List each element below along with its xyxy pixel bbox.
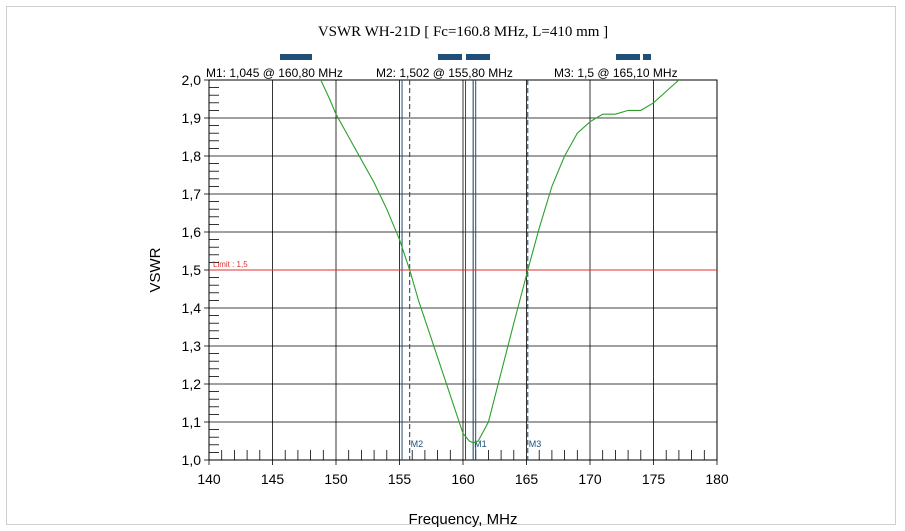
- y-axis-label: VSWR: [147, 247, 164, 292]
- marker-readout-m2: M2: 1,502 @ 155,80 MHz: [376, 66, 513, 80]
- marker-bar: [643, 54, 651, 60]
- x-tick-label: 180: [705, 471, 729, 487]
- x-tick-label: 150: [324, 471, 348, 487]
- marker-bar: [280, 54, 312, 60]
- vswr-series-line: [320, 80, 680, 444]
- marker-tag-m2: M2: [411, 439, 424, 449]
- x-tick-label: 145: [261, 471, 285, 487]
- y-tick-label: 1,0: [182, 452, 202, 468]
- marker-bar: [438, 54, 462, 60]
- y-tick-label: 1,1: [182, 414, 202, 430]
- x-tick-label: 160: [451, 471, 475, 487]
- x-tick-label: 170: [578, 471, 602, 487]
- limit-label: Limit : 1,5: [213, 260, 248, 269]
- y-tick-label: 1,7: [182, 186, 202, 202]
- marker-tag-m3: M3: [529, 439, 542, 449]
- y-tick-label: 1,5: [182, 262, 202, 278]
- chart-title: VSWR WH-21D [ Fc=160.8 MHz, L=410 mm ]: [318, 24, 608, 40]
- x-tick-label: 165: [515, 471, 539, 487]
- marker-bar: [466, 54, 490, 60]
- x-tick-label: 175: [642, 471, 666, 487]
- y-tick-label: 1,9: [182, 110, 202, 126]
- y-tick-label: 1,8: [182, 148, 202, 164]
- y-tick-label: 1,2: [182, 376, 202, 392]
- y-tick-label: 1,4: [182, 300, 202, 316]
- marker-tag-m1: M1: [474, 439, 487, 449]
- x-tick-label: 155: [388, 471, 412, 487]
- x-tick-label: 140: [197, 471, 221, 487]
- marker-readout-m3: M3: 1,5 @ 165,10 MHz: [554, 66, 678, 80]
- chart-frame: [6, 6, 896, 525]
- y-tick-label: 1,6: [182, 224, 202, 240]
- y-tick-label: 2,0: [182, 72, 202, 88]
- marker-readout-m1: M1: 1,045 @ 160,80 MHz: [206, 66, 343, 80]
- y-tick-label: 1,3: [182, 338, 202, 354]
- marker-bar: [616, 54, 640, 60]
- x-axis-label: Frequency, MHz: [409, 511, 518, 528]
